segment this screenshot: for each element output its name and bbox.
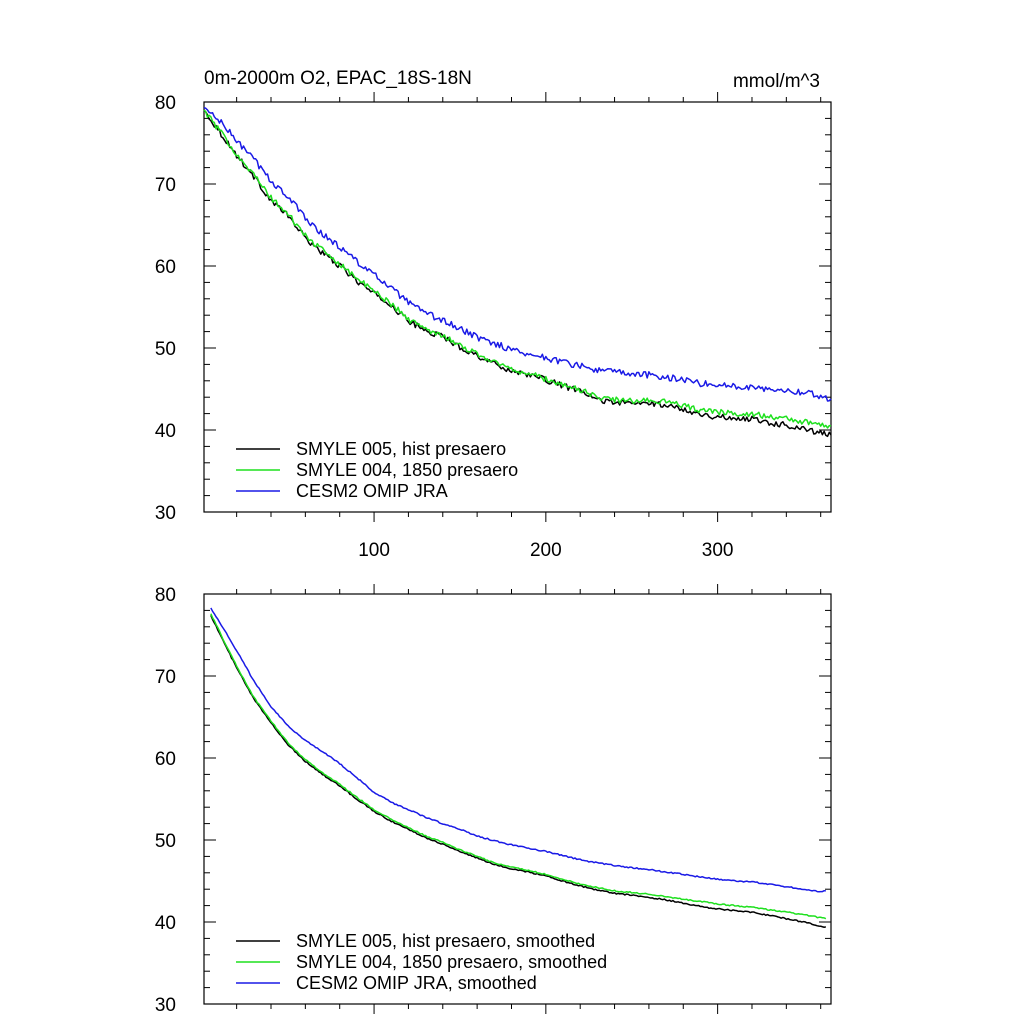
bottom-plot-frame <box>203 593 832 1005</box>
y-tick-label: 40 <box>155 421 176 442</box>
y-tick-label: 70 <box>155 667 176 688</box>
legend-label-2: CESM2 OMIP JRA <box>296 481 448 501</box>
y-tick-label: 40 <box>155 913 176 934</box>
bottom-axis-ticks: 30 40 50 60 70 80 <box>155 584 831 1016</box>
y-tick-label: 60 <box>155 749 176 770</box>
top-panel-units: mmol/m^3 <box>733 71 820 92</box>
series-line-1 <box>203 109 832 429</box>
series-line-2 <box>203 107 832 402</box>
legend-label-0: SMYLE 005, hist presaero <box>296 439 506 459</box>
y-tick-label: 60 <box>155 257 176 278</box>
top-series-lines <box>203 107 832 438</box>
y-tick-label: 80 <box>155 93 176 114</box>
top-panel-title: 0m-2000m O2, EPAC_18S-18N <box>204 68 472 89</box>
y-tick-label: 50 <box>155 339 176 360</box>
legend-label-1: SMYLE 004, 1850 presaero, smoothed <box>296 952 607 972</box>
legend-label-1: SMYLE 004, 1850 presaero <box>296 460 518 480</box>
series-line-0 <box>210 615 826 928</box>
x-tick-label: 100 <box>358 540 390 561</box>
bottom-legend: SMYLE 005, hist presaero, smoothedSMYLE … <box>236 931 607 993</box>
x-tick-label: 300 <box>702 540 734 561</box>
y-tick-label: 70 <box>155 175 176 196</box>
legend-label-2: CESM2 OMIP JRA, smoothed <box>296 973 537 993</box>
series-line-0 <box>203 109 832 438</box>
x-tick-label: 200 <box>530 540 562 561</box>
top-axis-ticks: 30 40 50 60 70 80 100 200 300 <box>155 92 831 561</box>
series-line-2 <box>210 607 826 893</box>
y-tick-label: 30 <box>155 995 176 1016</box>
top-panel: 0m-2000m O2, EPAC_18S-18N mmol/m^3 30 40 5… <box>155 68 832 561</box>
y-tick-label: 80 <box>155 585 176 606</box>
y-tick-label: 30 <box>155 503 176 524</box>
bottom-panel: 30 40 50 60 70 80 SMYLE 005, hist presaero, s… <box>155 584 832 1016</box>
bottom-series-lines <box>210 607 827 928</box>
series-line-1 <box>210 613 827 920</box>
top-plot-frame <box>203 101 832 513</box>
legend-label-0: SMYLE 005, hist presaero, smoothed <box>296 931 595 951</box>
y-tick-label: 50 <box>155 831 176 852</box>
